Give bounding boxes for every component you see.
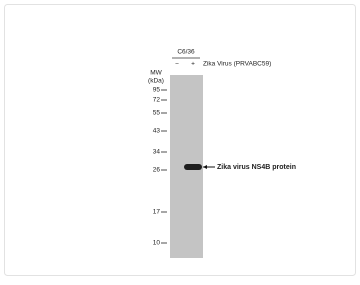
treatment-label: Zika Virus (PRVABC59)	[203, 61, 271, 68]
band	[184, 164, 202, 170]
mw-unit: (kDa)	[148, 78, 164, 85]
band-label: Zika virus NS4B protein	[217, 164, 296, 171]
marker-label: 17	[153, 209, 161, 216]
marker-label: 10	[153, 240, 161, 247]
marker-label: 26	[153, 167, 161, 174]
page: {"header": {"cell_line": "C6/36", "minus…	[0, 0, 360, 280]
figure: C6/36 − + Zika Virus (PRVABC59) MW (kDa)…	[0, 0, 360, 280]
cell-line: C6/36	[177, 49, 195, 56]
marker-label: 55	[153, 110, 161, 117]
marker-label: 43	[153, 128, 161, 135]
minus-label: −	[175, 61, 179, 68]
mw-title: MW	[150, 70, 162, 77]
marker-label: 72	[153, 97, 161, 104]
marker-label: 34	[153, 149, 161, 156]
plus-label: +	[191, 61, 195, 68]
marker-label: 95	[153, 87, 161, 94]
